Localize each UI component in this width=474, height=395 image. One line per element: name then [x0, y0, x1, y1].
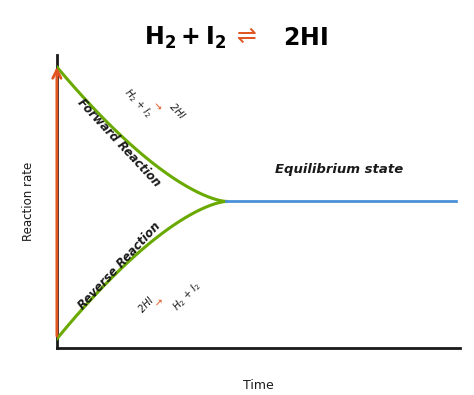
Text: Reverse Reaction: Reverse Reaction	[76, 220, 163, 312]
Text: 2HI: 2HI	[166, 100, 186, 121]
Text: $\mathbf{2HI}$: $\mathbf{2HI}$	[283, 26, 328, 50]
Text: $\rightarrow$: $\rightarrow$	[150, 98, 165, 113]
Text: H$_2$ + I$_2$: H$_2$ + I$_2$	[168, 279, 204, 316]
Text: Forward Reaction: Forward Reaction	[75, 96, 164, 190]
Text: $\mathbf{H_2 + I_2}$: $\mathbf{H_2 + I_2}$	[144, 24, 226, 51]
Text: Equilibrium state: Equilibrium state	[275, 163, 403, 176]
Text: H$_2$ + I$_2$: H$_2$ + I$_2$	[121, 86, 155, 121]
Text: 2HI: 2HI	[137, 293, 157, 314]
Text: $\rightarrow$: $\rightarrow$	[152, 294, 167, 310]
Text: Reaction rate: Reaction rate	[22, 162, 35, 241]
Text: Time: Time	[243, 379, 273, 392]
Text: $\rightleftharpoons$: $\rightleftharpoons$	[232, 24, 257, 48]
